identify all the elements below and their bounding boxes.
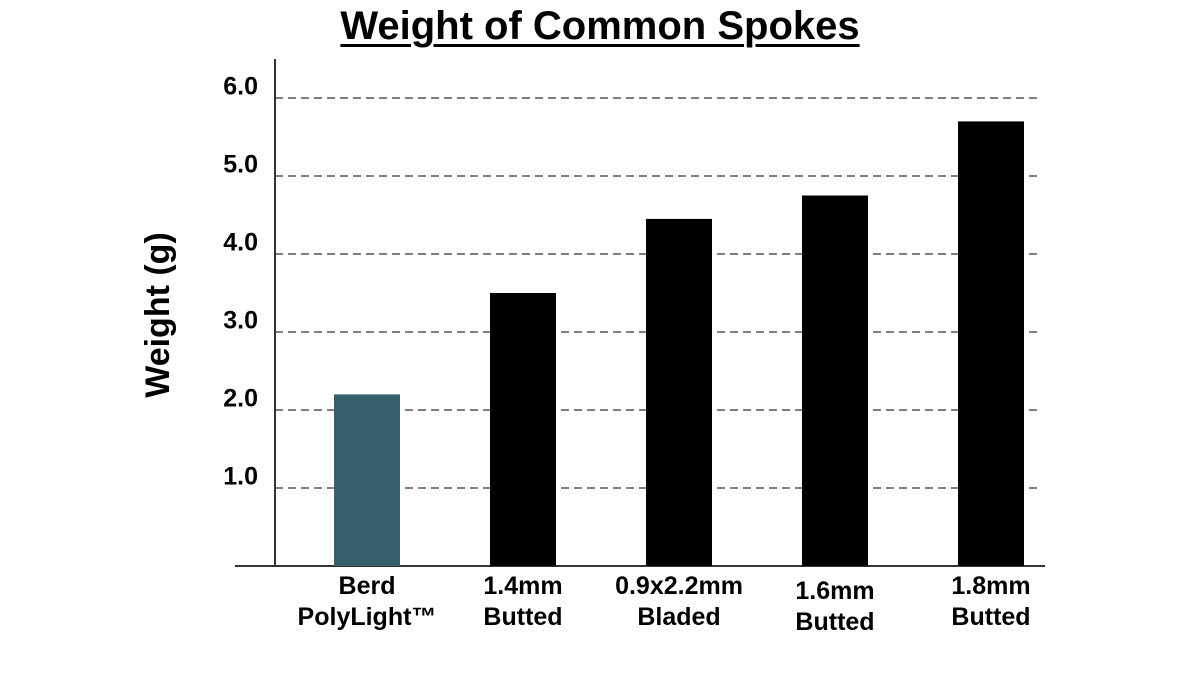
bar xyxy=(334,394,400,566)
bar xyxy=(490,293,556,566)
y-tick-label: 3.0 xyxy=(223,307,258,335)
y-tick-label: 4.0 xyxy=(223,229,258,257)
y-tick-label: 5.0 xyxy=(223,151,258,179)
x-tick-label: 1.6mm Butted xyxy=(795,577,875,636)
x-tick-label: 1.4mm Butted xyxy=(483,572,563,631)
chart-title: Weight of Common Spokes xyxy=(340,4,860,48)
bar xyxy=(802,195,868,566)
y-tick-label: 1.0 xyxy=(223,463,258,491)
x-tick-label: 0.9x2.2mm Bladed xyxy=(615,572,743,631)
bar xyxy=(958,121,1024,567)
x-tick-label: Berd PolyLight™ xyxy=(297,572,437,631)
x-tick-label: 1.8mm Butted xyxy=(951,572,1031,631)
y-tick-label: 6.0 xyxy=(223,73,258,101)
chart-title-box: Weight of Common Spokes xyxy=(0,4,1200,49)
y-tick-label: 2.0 xyxy=(223,385,258,413)
y-axis-label: Weight (g) xyxy=(139,232,177,398)
bar xyxy=(646,218,712,566)
